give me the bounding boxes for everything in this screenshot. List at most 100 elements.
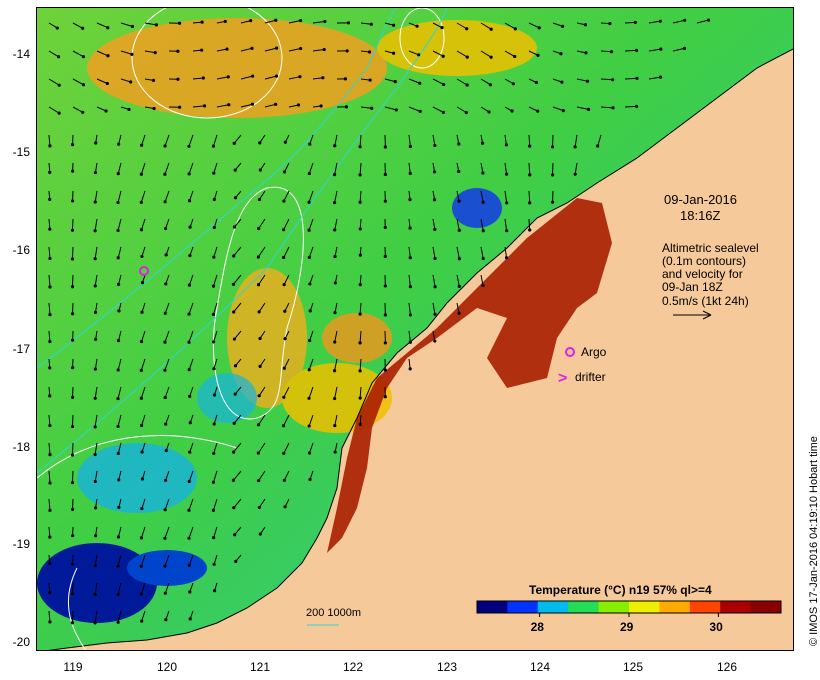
velocity-arrow: [188, 470, 194, 482]
velocity-arrow-head: [550, 145, 555, 149]
velocity-arrow: [233, 498, 242, 509]
velocity-arrow-head: [415, 24, 419, 28]
velocity-arrow-head: [116, 424, 120, 429]
velocity-arrow-head: [164, 449, 168, 453]
velocity-arrow-head: [48, 561, 52, 566]
velocity-arrow: [258, 274, 266, 286]
velocity-arrow: [432, 218, 436, 230]
velocity-arrow-head: [139, 228, 144, 232]
velocity-arrow: [283, 442, 290, 454]
velocity-arrow-head: [440, 26, 444, 30]
velocity-arrow: [359, 274, 362, 285]
velocity-arrow-head: [392, 23, 396, 27]
velocity-arrow-head: [211, 340, 216, 344]
coastal-warm-band: [327, 198, 612, 553]
velocity-arrow-head: [256, 423, 261, 427]
velocity-arrow: [528, 50, 539, 56]
velocity-arrow-head: [70, 199, 75, 203]
velocity-arrow-head: [93, 479, 97, 484]
velocity-arrow-head: [93, 534, 98, 538]
velocity-arrow: [96, 78, 108, 84]
velocity-arrow: [94, 610, 98, 623]
velocity-arrow-head: [346, 21, 351, 25]
velocity-arrow: [359, 218, 362, 229]
velocity-arrow-head: [408, 256, 412, 260]
velocity-arrow-head: [383, 145, 387, 149]
velocity-arrow-head: [200, 20, 204, 24]
velocity-arrow-head: [358, 253, 362, 257]
velocity-arrow: [164, 582, 170, 594]
velocity-arrow: [696, 19, 709, 24]
velocity-arrow: [140, 358, 146, 371]
velocity-arrow-head: [231, 282, 236, 286]
lon-tick-label: 121: [249, 660, 271, 674]
velocity-arrow-head: [528, 144, 532, 148]
velocity-arrow-head: [358, 341, 362, 345]
velocity-arrow: [480, 246, 484, 259]
velocity-arrow: [334, 414, 338, 426]
velocity-arrow: [188, 554, 194, 566]
velocity-arrow: [71, 274, 74, 287]
velocity-arrow: [141, 330, 146, 342]
velocity-arrow-head: [116, 451, 120, 456]
velocity-arrow: [258, 386, 266, 397]
velocity-arrow-head: [282, 199, 286, 203]
velocity-arrow-head: [308, 477, 312, 482]
velocity-arrow-head: [212, 197, 216, 202]
colorbar-segment: [537, 601, 569, 613]
velocity-arrow-head: [333, 340, 337, 344]
velocity-arrow-head: [71, 366, 75, 370]
velocity-arrow-head: [510, 109, 514, 113]
velocity-arrow-head: [358, 173, 362, 177]
velocity-arrow-head: [163, 368, 167, 372]
velocity-arrow-head: [383, 254, 387, 258]
velocity-arrow: [48, 218, 51, 230]
velocity-arrow-head: [408, 171, 412, 175]
velocity-arrow: [240, 47, 253, 52]
lat-tick-label: -14: [12, 47, 30, 61]
velocity-arrow-head: [140, 619, 144, 623]
velocity-arrow-head: [418, 81, 422, 85]
velocity-arrow-head: [307, 396, 311, 400]
velocity-arrow: [141, 218, 146, 230]
velocity-arrow: [188, 330, 194, 343]
velocity-arrow-head: [257, 505, 261, 510]
velocity-arrow-head: [70, 592, 75, 596]
velocity-arrow: [140, 554, 146, 567]
velocity-arrow-head: [93, 200, 97, 204]
drifter-legend-label: drifter: [575, 370, 606, 384]
velocity-arrow: [528, 106, 538, 112]
velocity-arrows: [48, 18, 711, 625]
velocity-arrow: [240, 75, 253, 80]
velocity-arrow-head: [283, 140, 287, 144]
velocity-arrow-head: [635, 76, 639, 80]
velocity-arrow: [480, 22, 492, 30]
velocity-arrow-head: [93, 396, 97, 400]
colorbar-segment: [629, 601, 660, 613]
velocity-arrow: [432, 134, 436, 146]
velocity-arrow: [144, 50, 156, 54]
velocity-arrow-head: [139, 396, 143, 400]
velocity-arrow-head: [232, 310, 236, 314]
velocity-arrow-head: [358, 145, 362, 149]
lat-tick-label: -15: [12, 145, 30, 159]
velocity-arrow-head: [573, 172, 577, 176]
velocity-arrow-head: [211, 144, 216, 148]
velocity-arrow-head: [140, 507, 144, 511]
velocity-arrow: [288, 76, 300, 80]
velocity-arrow: [258, 498, 266, 508]
velocity-arrow-head: [432, 198, 437, 202]
velocity-arrow-head: [233, 364, 238, 368]
velocity-arrow-head: [212, 393, 217, 397]
velocity-arrow-head: [417, 53, 421, 57]
velocity-arrow: [574, 134, 578, 147]
velocity-arrow-head: [504, 172, 509, 176]
velocity-arrow-head: [609, 50, 614, 54]
velocity-arrow-head: [250, 46, 254, 50]
velocity-arrow-head: [163, 311, 167, 315]
velocity-arrow-head: [408, 144, 412, 149]
velocity-arrow: [188, 358, 194, 370]
velocity-arrow-head: [282, 283, 286, 287]
velocity-arrow-head: [163, 536, 167, 540]
velocity-arrow: [283, 470, 290, 481]
